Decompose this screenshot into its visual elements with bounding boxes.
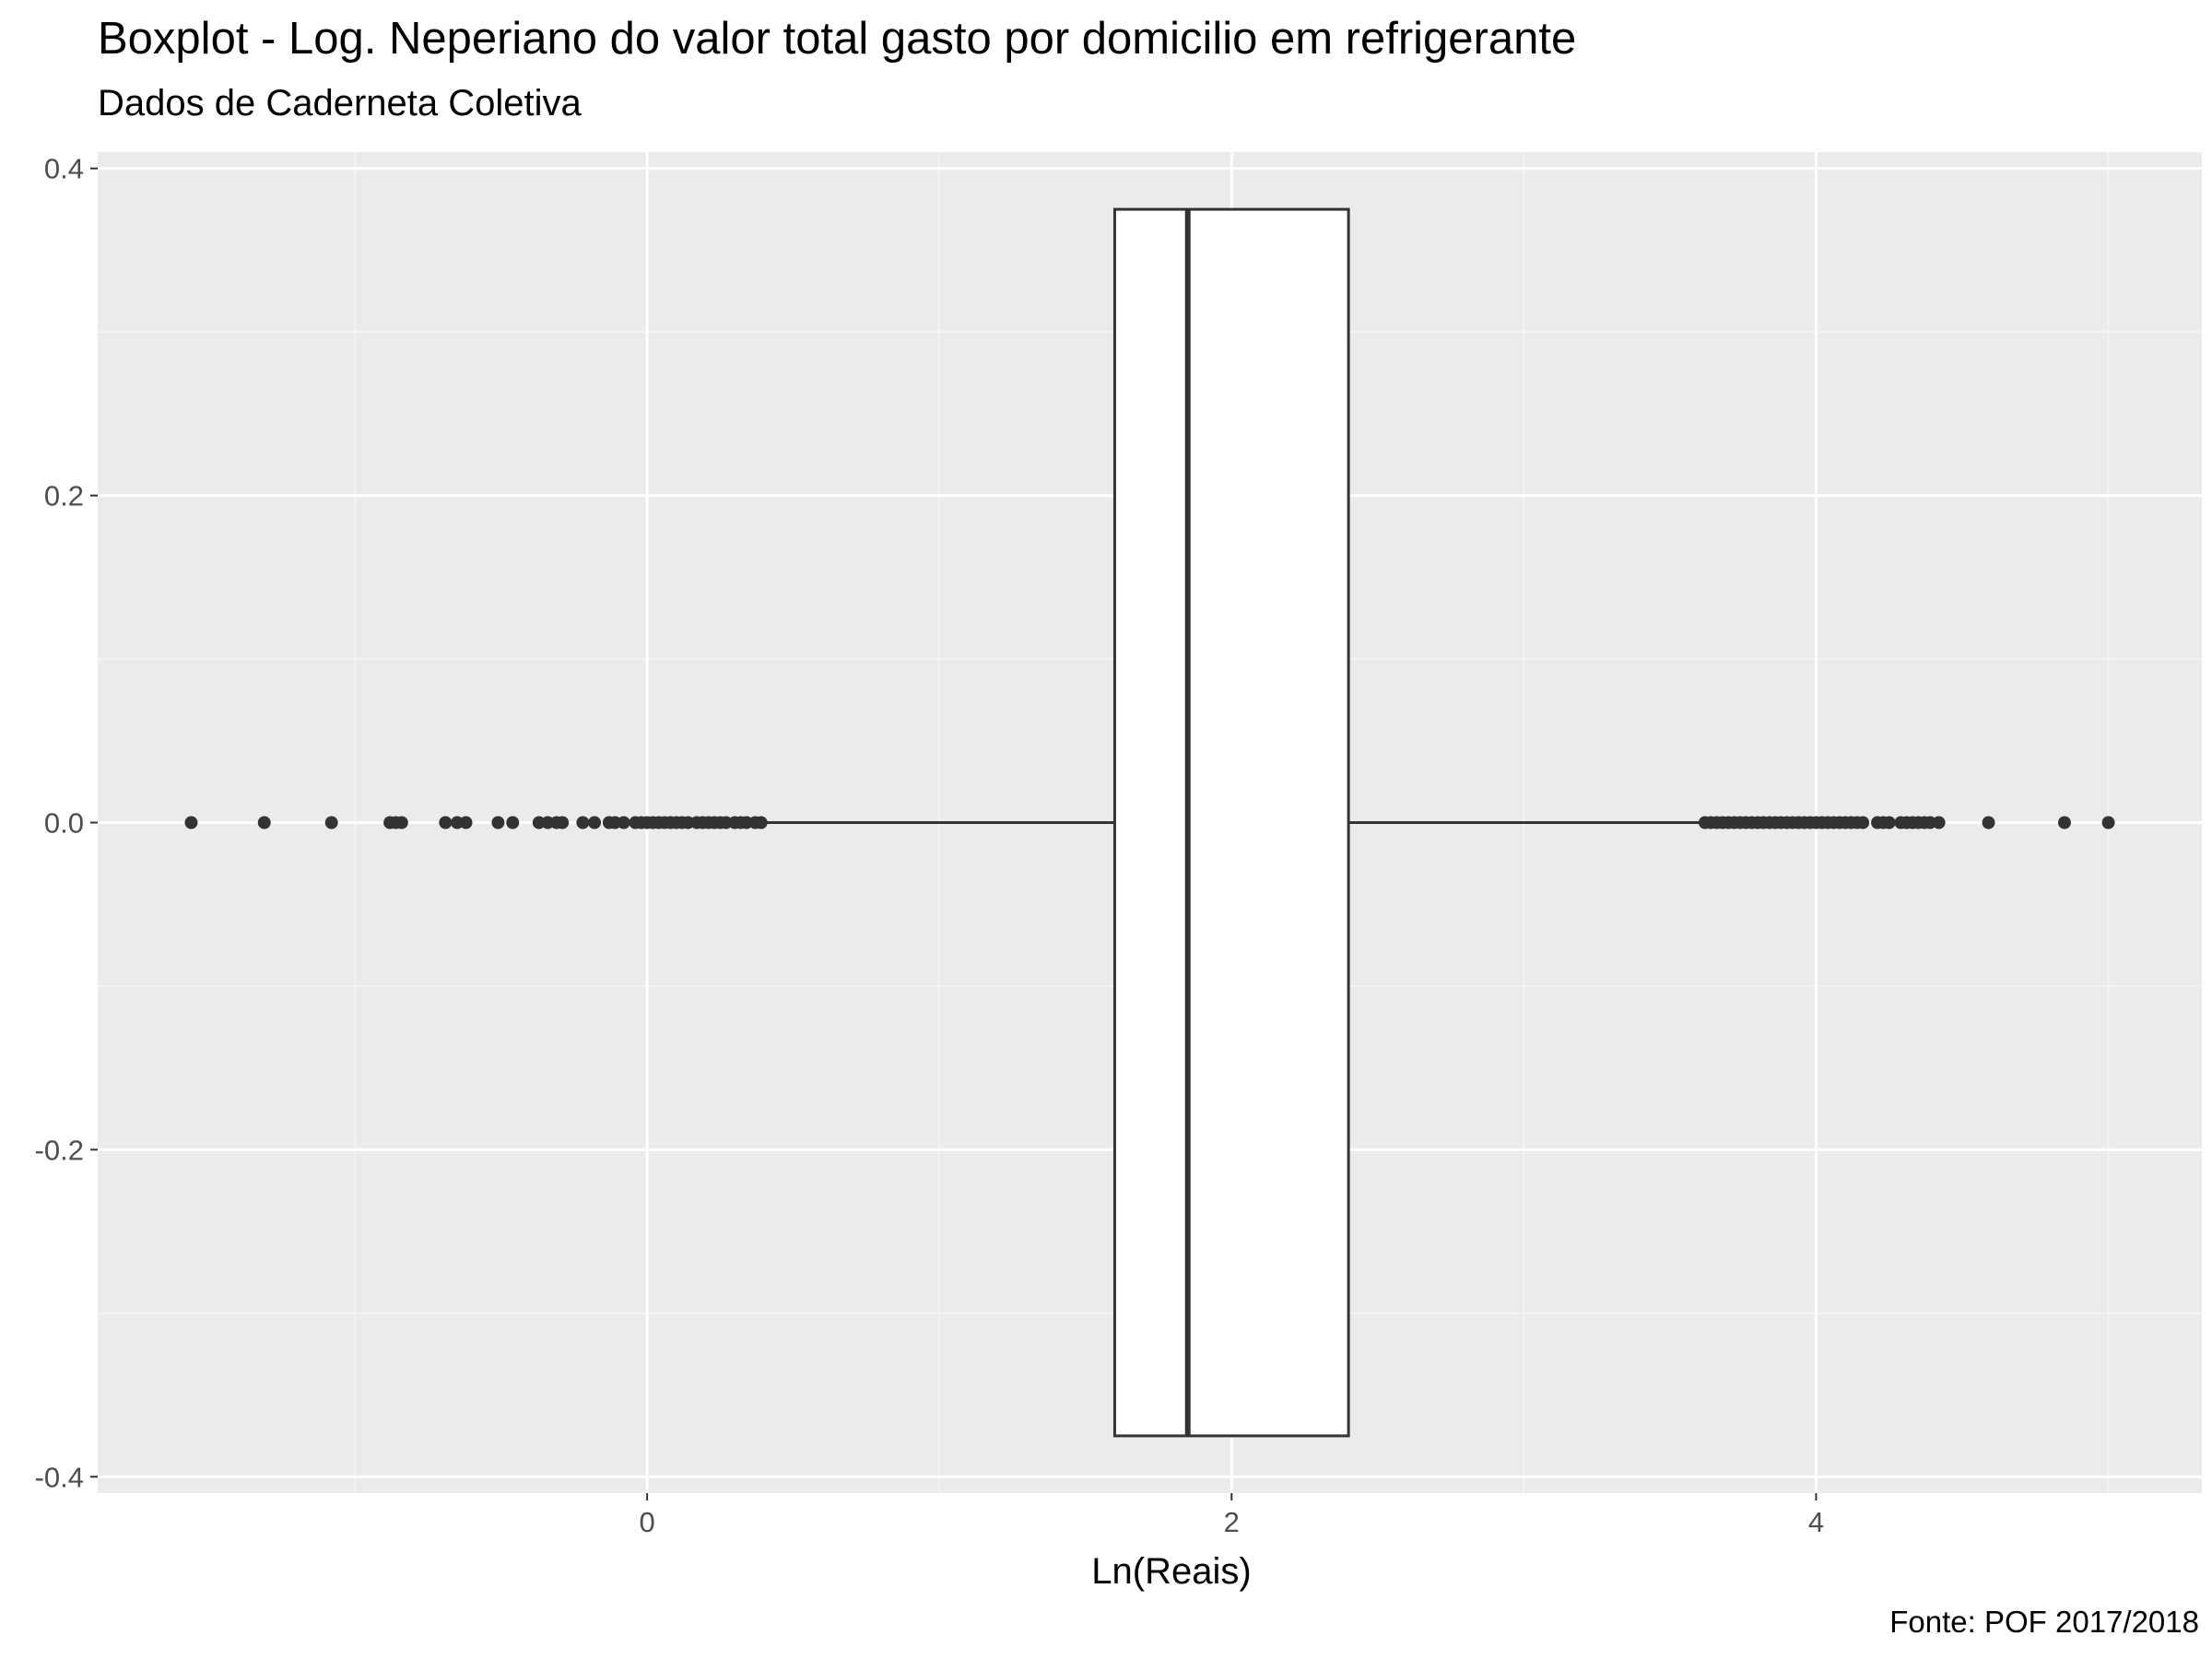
axis-ticks <box>90 167 1818 1500</box>
outlier-point <box>459 816 473 830</box>
outlier-point <box>556 816 570 830</box>
outlier-point <box>491 816 505 830</box>
x-tick-label: 4 <box>1808 1506 1824 1538</box>
outlier-point <box>1982 816 1995 830</box>
chart-caption: Fonte: POF 2017/2018 <box>1889 1605 2199 1639</box>
outlier-point <box>617 816 630 830</box>
x-axis-title: Ln(Reais) <box>1091 1551 1251 1592</box>
outlier-point <box>576 816 590 830</box>
outlier-point <box>1856 816 1870 830</box>
outlier-point <box>2101 816 2115 830</box>
x-tick-label: 2 <box>1224 1506 1240 1538</box>
outlier-point <box>324 816 338 830</box>
y-tick-labels: -0.4 -0.2 0.0 0.2 0.4 <box>35 153 84 1494</box>
outlier-point <box>394 816 408 830</box>
y-tick-label: 0.0 <box>44 807 84 840</box>
y-tick-label: 0.2 <box>44 480 84 512</box>
outlier-point <box>184 816 198 830</box>
outlier-point <box>2057 816 2071 830</box>
outlier-point <box>1882 816 1896 830</box>
y-tick-label: -0.2 <box>35 1134 84 1166</box>
chart-title: Boxplot - Log. Neperiano do valor total … <box>98 14 1577 64</box>
outlier-points <box>184 816 2115 830</box>
outlier-point <box>439 816 453 830</box>
outlier-point <box>506 816 520 830</box>
y-tick-label: 0.4 <box>44 153 84 185</box>
x-tick-label: 0 <box>639 1506 654 1538</box>
outlier-point <box>257 816 271 830</box>
interquartile-box <box>1112 207 1350 1438</box>
outlier-point <box>588 816 602 830</box>
outlier-point <box>1932 816 1946 830</box>
boxplot <box>763 207 1700 1438</box>
outlier-point <box>754 816 768 830</box>
chart-subtitle: Dados de Caderneta Coletiva <box>98 83 582 124</box>
x-tick-labels: 0 2 4 <box>639 1506 1824 1538</box>
y-tick-label: -0.4 <box>35 1461 84 1493</box>
